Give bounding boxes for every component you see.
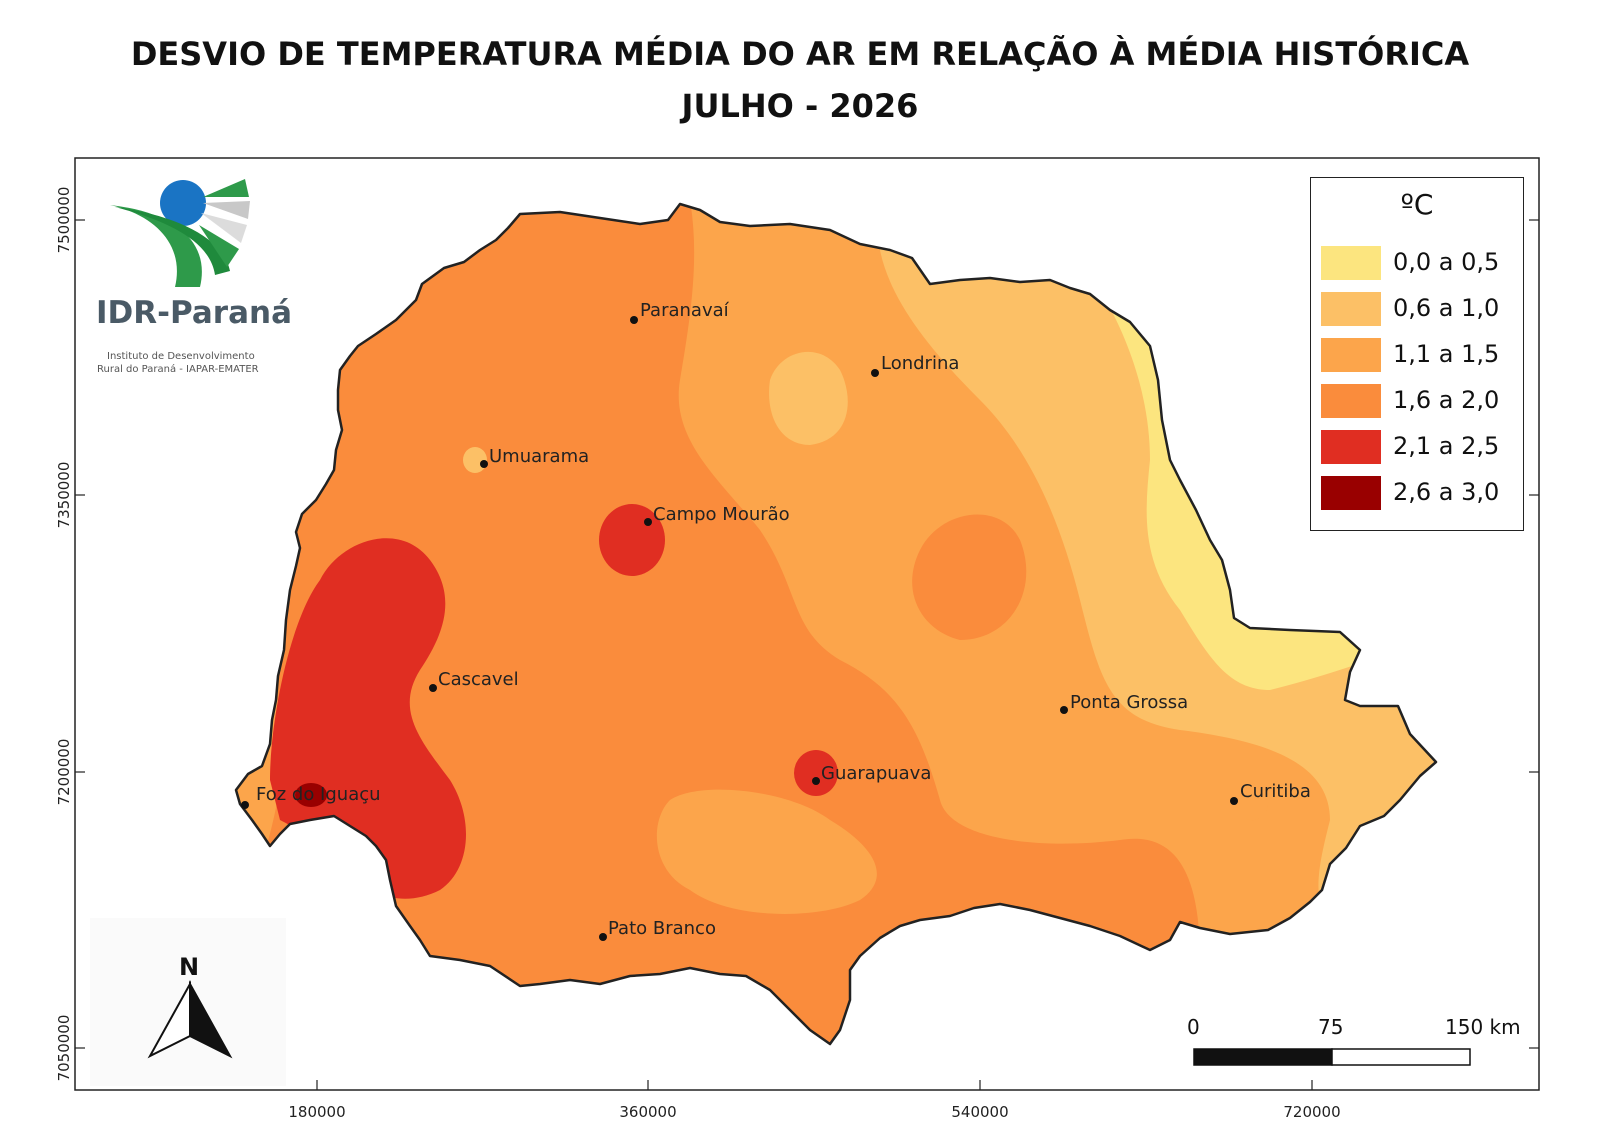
legend-item-0: 0,0 a 0,5 [1321, 246, 1521, 280]
north-arrow-icon: N [90, 918, 286, 1086]
logo-stripe-gray-2 [201, 213, 247, 243]
logo-name: IDR-Paraná [96, 295, 293, 331]
city-dot-umuarama [480, 460, 488, 468]
logo-stripe-green-top [203, 179, 249, 197]
logo-stripe-green-bottom [199, 225, 239, 267]
logo-green-swoosh-2 [115, 207, 230, 275]
y-tick-label-7050000: 7050000 [55, 1015, 73, 1082]
city-label-campo-mourao: Campo Mourão [653, 504, 790, 525]
map-title-line1: DESVIO DE TEMPERATURA MÉDIA DO AR EM REL… [130, 35, 1470, 73]
legend-swatch-4 [1321, 430, 1381, 464]
city-markers: Paranavaí Londrina Umuarama Campo Mourão… [241, 300, 1311, 941]
scale-label-0: 0 [1187, 1015, 1200, 1039]
legend-swatch-2 [1321, 338, 1381, 372]
scale-bar-white-segment [1331, 1048, 1471, 1066]
city-label-ponta-grossa: Ponta Grossa [1070, 692, 1188, 713]
north-arrow-label: N [179, 953, 199, 981]
city-dot-curitiba [1230, 797, 1238, 805]
map-title-line2: JULHO - 2026 [681, 87, 919, 125]
scale-label-150-km: 150 km [1445, 1015, 1521, 1039]
zone-0-6-a-1-0-island-londrina [769, 351, 848, 445]
city-dot-foz-do-iguacu [241, 801, 249, 809]
zone-1-1-a-1-5-south [656, 789, 877, 914]
legend-title: ºC [1400, 188, 1434, 221]
city-label-cascavel: Cascavel [438, 669, 519, 690]
legend: ºC 0,0 a 0,5 0,6 a 1,0 1,1 a 1,5 1,6 a 2… [1310, 177, 1524, 531]
x-tick-label-360000: 360000 [619, 1103, 676, 1121]
city-dot-paranavai [630, 316, 638, 324]
legend-item-5: 2,6 a 3,0 [1321, 476, 1521, 510]
legend-item-1: 0,6 a 1,0 [1321, 292, 1521, 326]
legend-swatch-5 [1321, 476, 1381, 510]
city-dot-ponta-grossa [1060, 706, 1068, 714]
city-dot-cascavel [429, 684, 437, 692]
zone-2-1-a-2-5-guarapuava [794, 750, 838, 796]
city-label-paranavai: Paranavaí [640, 300, 730, 321]
legend-swatch-1 [1321, 292, 1381, 326]
legend-swatch-0 [1321, 246, 1381, 280]
zone-2-6-a-3-0-foz [295, 783, 327, 807]
logo-green-swoosh-1 [110, 205, 202, 287]
map-frame-border [74, 157, 1540, 1091]
logo-subtitle-line1: Instituto de Desenvolvimento [107, 351, 255, 362]
y-tick-label-7350000: 7350000 [55, 462, 73, 529]
zone-1-1-a-1-5-curitiba [1236, 785, 1269, 821]
x-axis-ticks [316, 1080, 1313, 1090]
city-label-foz-do-iguacu: Foz do Iguaçu [256, 784, 381, 805]
x-tick-label-180000: 180000 [288, 1103, 345, 1121]
legend-swatch-3 [1321, 384, 1381, 418]
y-tick-label-7500000: 7500000 [55, 187, 73, 254]
x-tick-label-720000: 720000 [1283, 1103, 1340, 1121]
city-dot-campo-mourao [644, 518, 652, 526]
legend-label-1: 0,6 a 1,0 [1393, 294, 1500, 322]
city-label-guarapuava: Guarapuava [821, 763, 931, 784]
legend-label-5: 2,6 a 3,0 [1393, 478, 1500, 506]
legend-item-2: 1,1 a 1,5 [1321, 338, 1521, 372]
city-label-umuarama: Umuarama [489, 446, 589, 467]
scale-bar [1193, 1048, 1471, 1066]
legend-label-3: 1,6 a 2,0 [1393, 386, 1500, 414]
city-label-curitiba: Curitiba [1240, 781, 1311, 802]
north-arrow-right-half [189, 980, 233, 1059]
city-dot-guarapuava [812, 777, 820, 785]
map-title: DESVIO DE TEMPERATURA MÉDIA DO AR EM REL… [0, 28, 1600, 132]
legend-item-4: 2,1 a 2,5 [1321, 430, 1521, 464]
zone-2-1-a-2-5-west [270, 538, 467, 899]
city-label-pato-branco: Pato Branco [608, 918, 716, 939]
logo-stripe-gray-1 [203, 201, 250, 219]
city-dot-londrina [871, 369, 879, 377]
zone-0-6-a-1-0-umuarama [463, 447, 487, 473]
idr-parana-logo-icon [110, 179, 250, 287]
y-tick-label-7200000: 7200000 [55, 739, 73, 806]
y-axis-ticks [75, 219, 1539, 1049]
x-tick-label-540000: 540000 [951, 1103, 1008, 1121]
legend-label-0: 0,0 a 0,5 [1393, 248, 1500, 276]
legend-label-4: 2,1 a 2,5 [1393, 432, 1500, 460]
zone-1-6-a-2-0-island [912, 514, 1027, 640]
legend-item-3: 1,6 a 2,0 [1321, 384, 1521, 418]
logo-subtitle-line2: Rural do Paraná - IAPAR-EMATER [97, 364, 259, 375]
city-dot-pato-branco [599, 933, 607, 941]
legend-label-2: 1,1 a 1,5 [1393, 340, 1500, 368]
logo-blue-sphere [160, 180, 206, 226]
scale-label-75: 75 [1318, 1015, 1344, 1039]
city-label-londrina: Londrina [881, 353, 959, 374]
scale-bar-black-segment [1193, 1048, 1333, 1066]
